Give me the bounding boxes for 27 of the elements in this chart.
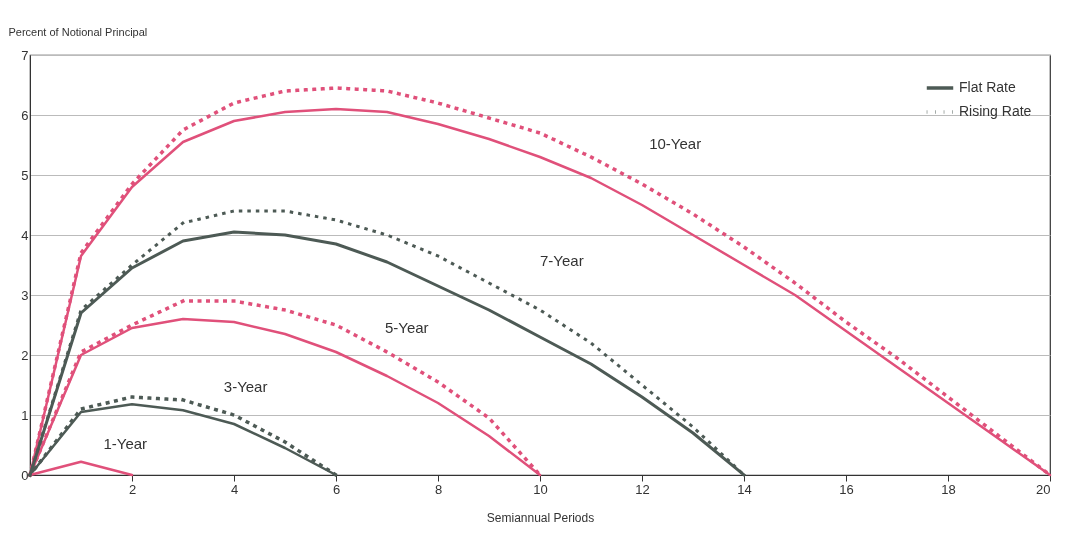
- annotation: 7-Year: [540, 251, 584, 269]
- y-tick-label: 6: [21, 107, 29, 123]
- y-tick-label: 1: [21, 407, 29, 423]
- x-tick-label: 10: [533, 481, 548, 497]
- y-tick-label: 3: [21, 287, 29, 303]
- x-tick-label: 16: [839, 481, 854, 497]
- y-tick-label: 5: [21, 167, 29, 183]
- y-tick-label: 4: [21, 227, 29, 243]
- y-tick-label: 7: [21, 47, 29, 63]
- annotation: 3-Year: [223, 377, 268, 395]
- y-axis-title: Percent of Notional Principal: [8, 25, 148, 38]
- x-tick-label: 18: [941, 481, 956, 497]
- x-tick-label: 2: [128, 481, 137, 497]
- annotation: 5-Year: [384, 319, 429, 336]
- y-tick-label: 2: [21, 347, 29, 363]
- x-axis-title: Semiannual Periods: [486, 510, 595, 525]
- x-tick-label: 14: [737, 481, 752, 497]
- x-tick-label: 20: [1036, 481, 1051, 497]
- x-tick-label: 12: [635, 481, 650, 497]
- x-tick-label: 6: [332, 481, 341, 497]
- legend-label: Rising Rate: [959, 103, 1032, 119]
- x-tick-label: 4: [230, 481, 239, 497]
- annotation: 1-Year: [103, 434, 148, 452]
- y-tick-label: 0: [21, 467, 29, 483]
- legend-label: Flat Rate: [959, 79, 1017, 95]
- x-tick-label: 8: [434, 481, 443, 497]
- annotation: 10-Year: [649, 135, 702, 153]
